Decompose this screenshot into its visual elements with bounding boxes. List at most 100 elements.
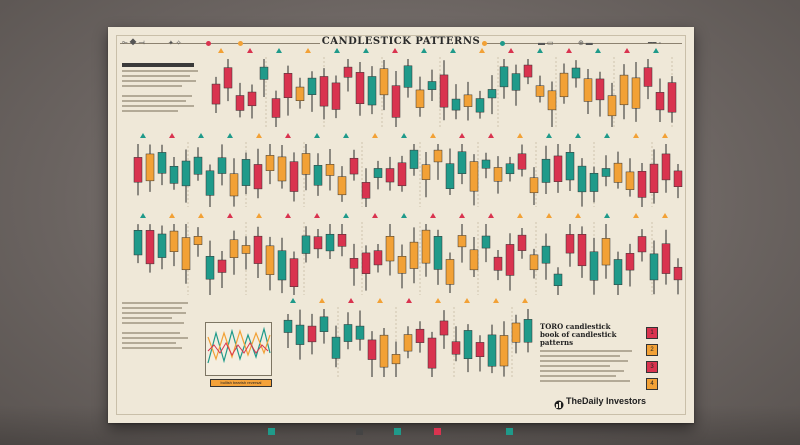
candle-body [433,236,443,270]
header-dot-icon [482,41,487,46]
mini-line-chart [205,322,272,376]
candle-body [241,159,251,186]
pattern-marker-icon [314,213,320,218]
pattern-marker-icon [314,133,320,138]
pattern-marker-icon [247,48,253,53]
brand-logo-icon [554,397,564,410]
candle-body [583,78,593,102]
candle-body [589,251,599,281]
header-line-icon: ━━ ◦ [648,40,661,47]
candle-body [523,319,533,343]
candle-body [415,89,425,108]
candle-body [463,330,473,360]
candle-body [661,153,671,181]
candle-body [313,165,323,186]
pattern-marker-icon [633,213,639,218]
candle-body [229,173,239,197]
pattern-marker-icon [169,133,175,138]
candle-body [283,319,293,333]
candle-body [349,258,359,269]
pattern-marker-icon [363,48,369,53]
candle-body [637,170,647,198]
candle-body [229,239,239,258]
candle-body [169,230,179,252]
legend-square: 4 [646,378,658,390]
pattern-marker-icon [421,48,427,53]
candle-body [343,66,353,78]
candle-body [331,82,341,110]
pattern-marker-icon [488,213,494,218]
pattern-marker-icon [517,213,523,218]
candle-body [355,72,365,104]
candle-body [397,162,407,187]
candle-body [379,334,389,368]
pattern-marker-icon [285,133,291,138]
candle-body [505,244,515,276]
pattern-marker-icon [662,213,668,218]
candle-body [319,76,329,107]
candle-body [577,234,587,267]
candle-body [523,64,533,78]
footer-mark-icon [506,428,513,435]
pattern-marker-icon [435,298,441,303]
candle-body [319,316,329,332]
pattern-marker-icon [319,298,325,303]
candle-body [361,182,371,199]
lower-text-block [122,299,192,349]
candle-body [289,161,299,192]
pattern-marker-icon [256,133,262,138]
candle-body [433,149,443,163]
candle-body [403,334,413,352]
candle-body [541,158,551,183]
candle-body [475,342,485,357]
candle-body [301,153,311,175]
candle-body [421,164,431,180]
candle-body [247,91,257,107]
candle-body [217,259,227,273]
candle-body [481,159,491,169]
pattern-marker-icon [508,48,514,53]
candle-body [559,72,569,98]
candle-body [211,83,221,105]
candle-body [553,155,563,182]
candle-body [493,256,503,271]
mini-line-chart-svg [207,326,271,364]
pattern-marker-icon [479,48,485,53]
candle-body [661,243,671,274]
candle-body [157,152,167,174]
candle-body [295,86,305,101]
candle-body [553,273,563,287]
title-rule-left [120,43,320,44]
pattern-marker-icon [633,133,639,138]
candle-body [487,89,497,99]
legend-column: 1 2 3 4 [646,327,660,395]
candle-body [601,238,611,266]
pattern-marker-icon [575,133,581,138]
candle-body [337,234,347,247]
candle-body [571,67,581,79]
candle-body [181,237,191,271]
candle-body [193,236,203,245]
pattern-marker-icon [493,298,499,303]
pattern-marker-icon [305,48,311,53]
candle-body [457,151,467,174]
candle-body [409,241,419,269]
mini-caption: bullish bearish reversal [210,379,272,387]
candle-body [577,165,587,193]
pattern-marker-icon [372,213,378,218]
candle-body [499,335,509,367]
candle-body [451,98,461,111]
candle-body [421,229,431,264]
candle-body [295,324,305,345]
pattern-marker-icon [459,133,465,138]
poster-border [116,35,686,415]
candle-body [469,161,479,192]
pattern-marker-icon [406,298,412,303]
pattern-marker-icon [604,133,610,138]
pattern-marker-icon [430,213,436,218]
pattern-marker-icon [401,133,407,138]
candle-body [325,233,335,252]
candle-body [511,73,521,91]
candle-body [427,337,437,369]
pattern-marker-icon [566,48,572,53]
